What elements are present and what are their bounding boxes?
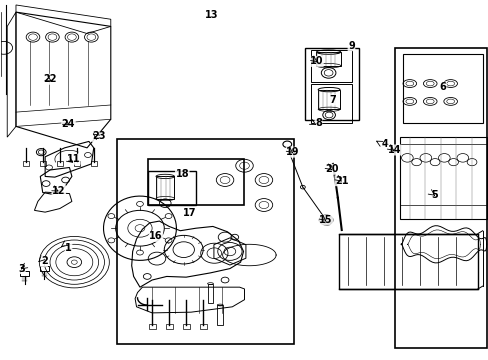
Text: 13: 13 [204,10,218,20]
Text: 12: 12 [52,186,65,196]
Text: 3: 3 [19,264,25,274]
Text: 6: 6 [439,82,446,92]
Text: 9: 9 [347,41,354,51]
Text: 2: 2 [41,256,47,266]
Bar [40,161,45,166]
Bar [148,324,155,329]
Text: 10: 10 [309,57,323,66]
Bar [310,50,351,82]
Bar [148,159,243,205]
Bar [394,48,486,348]
Text: 22: 22 [43,74,57,84]
Bar [339,234,477,289]
Text: 14: 14 [386,145,400,155]
Bar [217,305,223,325]
Bar [318,90,340,109]
Bar [310,84,351,123]
Bar [148,171,196,205]
Bar [183,324,189,329]
Text: 1: 1 [65,243,72,253]
Text: 4: 4 [380,139,387,149]
Text: 8: 8 [314,118,321,128]
Text: 16: 16 [149,231,163,242]
Text: 20: 20 [325,164,338,174]
Text: 7: 7 [329,95,336,105]
Bar [91,161,97,166]
Text: 17: 17 [183,208,196,218]
Bar [20,271,29,276]
Bar [200,324,206,329]
Text: 24: 24 [61,118,75,129]
Text: 11: 11 [66,154,80,164]
Text: 23: 23 [92,131,105,141]
Bar [40,266,48,271]
Bar [23,161,29,166]
Text: 15: 15 [319,215,332,225]
Text: 18: 18 [175,169,189,179]
Text: 5: 5 [431,190,438,200]
Bar [74,161,80,166]
Text: 21: 21 [334,176,348,186]
Bar [316,52,340,66]
Text: 19: 19 [286,147,299,157]
Bar [207,284,213,303]
Bar [117,139,293,344]
Bar [402,54,482,123]
Bar [304,48,359,120]
Bar [165,324,172,329]
Bar [57,161,62,166]
Bar [156,176,174,199]
